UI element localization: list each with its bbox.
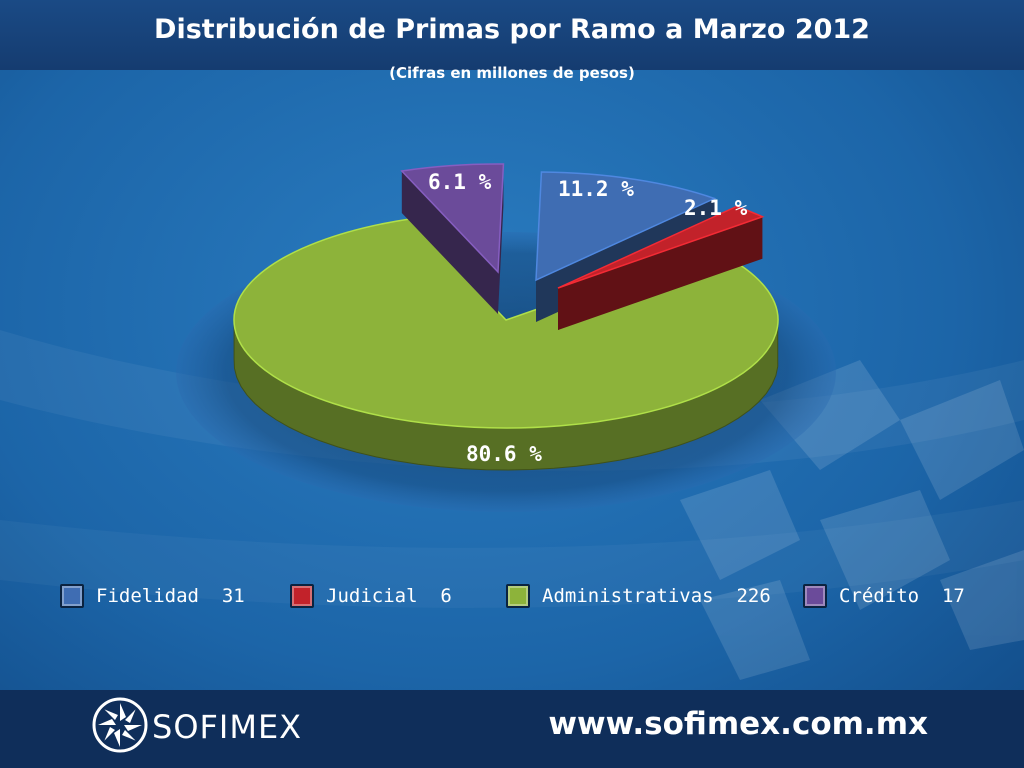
pie-slice-judicial [557,205,765,330]
legend-label: Crédito 17 [839,585,965,607]
pie-chart [233,163,779,471]
legend-label: Administrativas 226 [542,585,771,607]
legend-label: Judicial 6 [326,585,452,607]
footer-bar [0,690,1024,768]
legend-item-administrativas: Administrativas 226 [506,583,771,609]
pie-slice-credito [400,163,505,314]
background-band [0,500,1024,608]
pie-data-label: 80.6 % [466,442,542,466]
page-title: Distribución de Primas por Ramo a Marzo … [154,14,870,45]
legend-item-credito: Crédito 17 [803,583,965,609]
legend-swatch-purple [803,584,827,608]
legend-item-judicial: Judicial 6 [290,583,452,609]
legend-label: Fidelidad 31 [96,585,245,607]
legend-item-fidelidad: Fidelidad 31 [60,583,245,609]
header-bar [0,0,1024,70]
pie-data-label: 2.1 % [684,196,748,220]
page-subtitle: (Cifras en millones de pesos) [389,64,635,82]
chart-legend: Fidelidad 31 Judicial 6 Administrativas … [0,583,1024,609]
website-url[interactable]: www.sofimex.com.mx [548,706,928,742]
legend-swatch-blue [60,584,84,608]
sofimex-logo-icon [92,697,148,753]
legend-swatch-red [290,584,314,608]
brand-name: SOFIMEX [152,708,303,746]
pie-data-label: 6.1 % [428,170,492,194]
pie-data-label: 11.2 % [558,177,634,201]
legend-swatch-green [506,584,530,608]
